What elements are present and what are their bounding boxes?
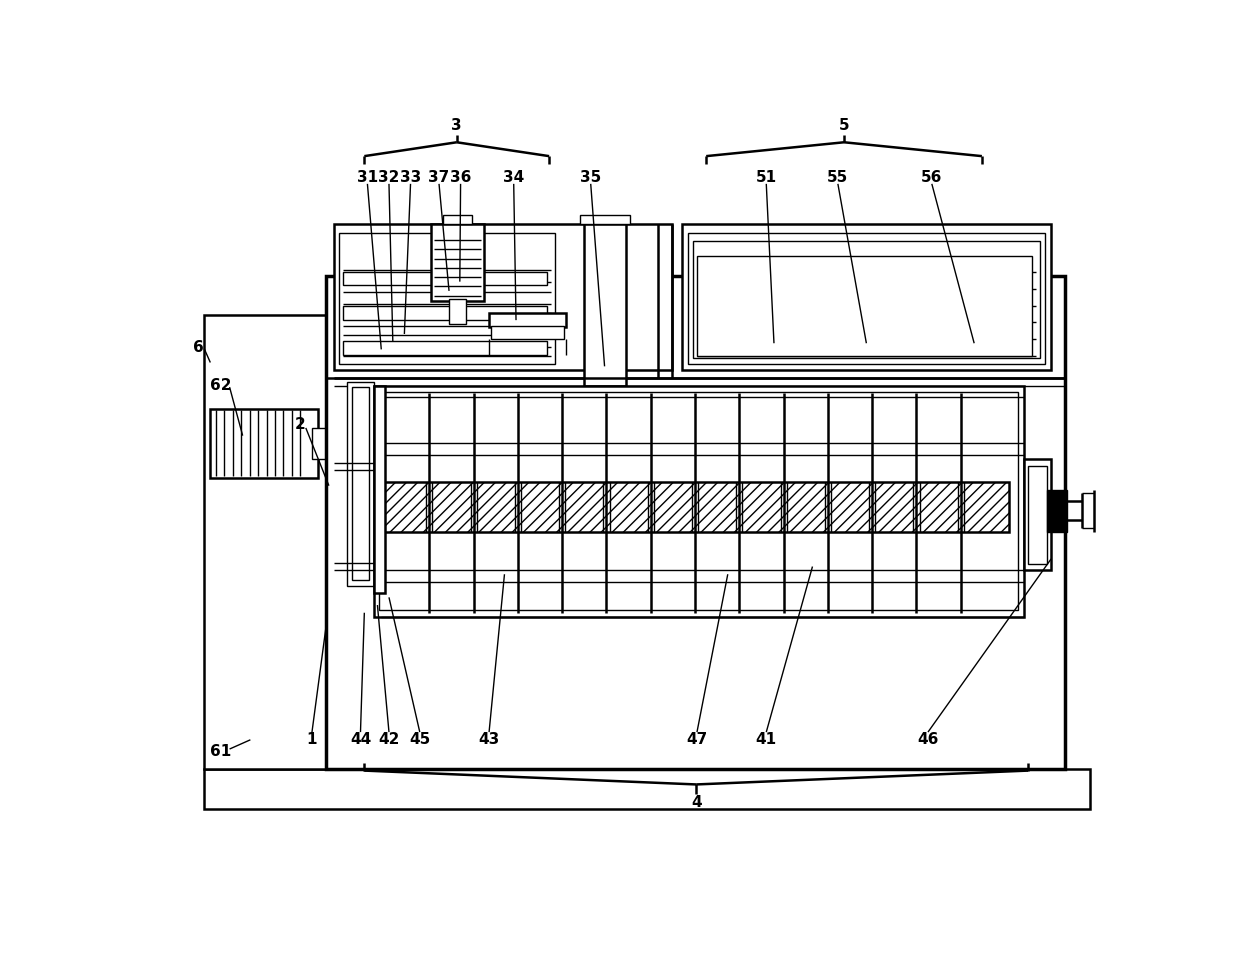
Bar (347, 382, 374, 586)
Bar (382, 481, 1009, 531)
Text: 47: 47 (686, 732, 707, 748)
Text: 37: 37 (429, 170, 450, 185)
Text: 33: 33 (400, 170, 421, 185)
Bar (546, 451, 667, 461)
Text: 46: 46 (917, 732, 939, 748)
Bar (688, 234, 1044, 364)
Bar (1028, 466, 1047, 564)
Bar (343, 307, 546, 320)
Bar (559, 389, 654, 447)
Bar (431, 224, 483, 301)
Bar (1025, 458, 1051, 571)
Text: 36: 36 (450, 170, 471, 185)
Text: 43: 43 (478, 732, 499, 748)
Bar (693, 241, 1040, 357)
Text: 51: 51 (756, 170, 777, 185)
Text: 42: 42 (378, 732, 400, 748)
Bar (211, 408, 318, 478)
Text: 2: 2 (295, 416, 306, 431)
Bar (204, 769, 1089, 809)
Text: 41: 41 (756, 732, 777, 748)
Bar (333, 224, 673, 370)
Text: 44: 44 (349, 732, 372, 748)
Text: 4: 4 (691, 796, 701, 810)
Bar (339, 234, 555, 364)
Bar (374, 385, 1025, 617)
Bar (379, 392, 1018, 610)
Bar (442, 214, 472, 224)
Text: 61: 61 (211, 744, 232, 759)
Bar (563, 396, 650, 443)
Bar (681, 224, 1051, 370)
Bar (343, 341, 546, 355)
Bar (326, 276, 1066, 769)
Bar (580, 214, 629, 224)
Text: 32: 32 (378, 170, 400, 185)
Text: 31: 31 (357, 170, 378, 185)
Bar (352, 387, 369, 579)
Text: 56: 56 (921, 170, 943, 185)
Text: 35: 35 (580, 170, 601, 185)
Bar (204, 315, 327, 769)
Text: 6: 6 (192, 339, 203, 355)
Bar (449, 299, 466, 324)
Bar (1047, 489, 1067, 531)
Text: 62: 62 (211, 378, 232, 393)
Text: 34: 34 (503, 170, 524, 185)
Bar (374, 385, 385, 594)
Text: 1: 1 (307, 732, 317, 748)
Text: 5: 5 (839, 118, 850, 133)
Text: 45: 45 (409, 732, 430, 748)
Text: 3: 3 (451, 118, 462, 133)
Bar (584, 224, 626, 385)
Bar (343, 272, 546, 285)
Text: 55: 55 (828, 170, 849, 185)
Bar (492, 326, 564, 339)
Bar (489, 313, 566, 327)
Bar (550, 443, 663, 452)
Bar (698, 257, 1032, 357)
Bar (312, 428, 327, 458)
